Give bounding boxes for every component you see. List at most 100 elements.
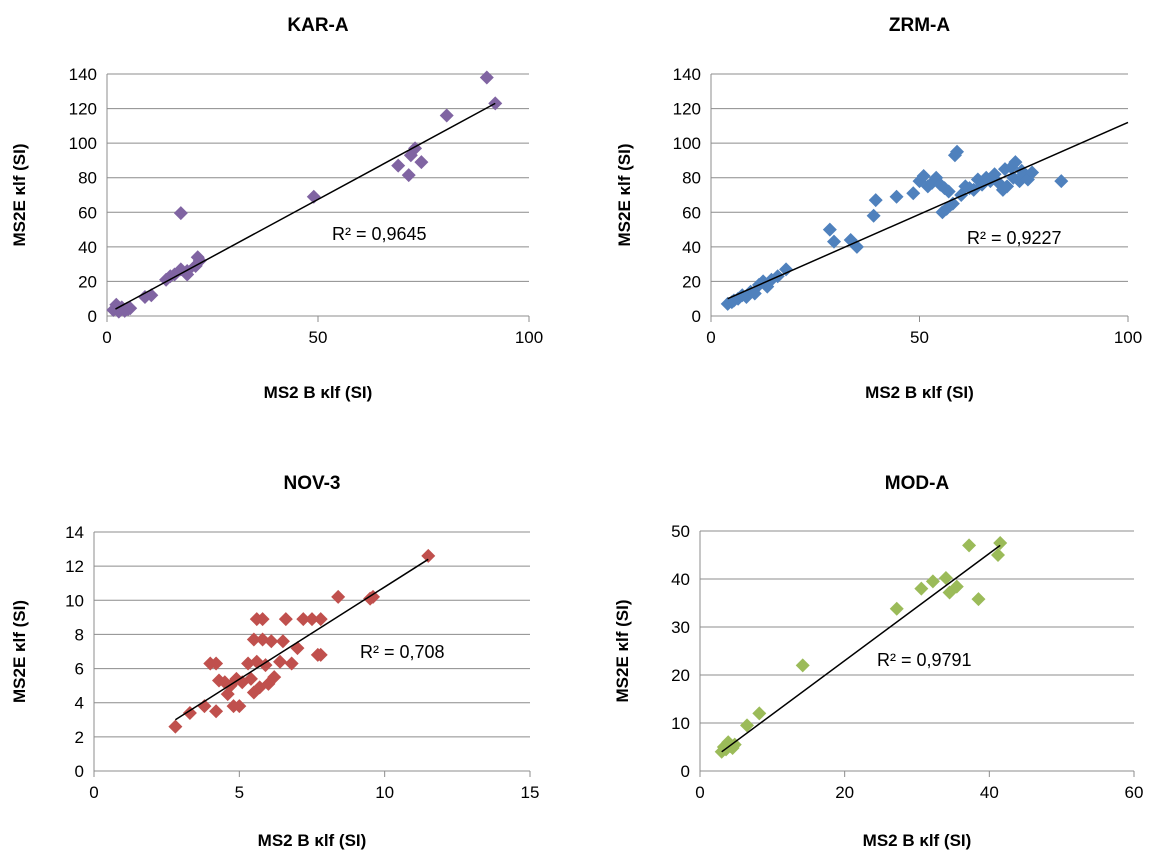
y-tick-label: 14: [65, 523, 84, 542]
data-point: [945, 196, 960, 211]
data-point: [243, 671, 258, 686]
y-tick-label: 0: [681, 762, 690, 781]
data-point: [827, 234, 842, 249]
y-axis-label: MS2E κlf (SI): [10, 144, 29, 247]
x-tick-label: 0: [102, 328, 111, 347]
data-point: [906, 186, 921, 201]
x-tick-label: 10: [375, 783, 394, 802]
data-point: [889, 189, 904, 204]
data-point: [439, 108, 454, 123]
data-point: [727, 737, 742, 752]
y-tick-label: 40: [682, 238, 701, 257]
x-tick-label: 0: [695, 783, 704, 802]
y-tick-label: 60: [682, 203, 701, 222]
data-point: [993, 536, 1008, 550]
data-point: [273, 654, 288, 669]
y-tick-label: 0: [88, 307, 97, 326]
data-point: [278, 612, 293, 627]
r-squared-label: R² = 0,9791: [877, 650, 972, 670]
y-tick-label: 0: [692, 307, 701, 326]
trendline: [174, 558, 429, 721]
y-tick-label: 140: [673, 65, 701, 84]
y-axis-label: MS2E κlf (SI): [10, 600, 29, 703]
x-tick-label: 100: [1114, 328, 1142, 347]
data-point: [949, 579, 964, 594]
data-point: [752, 706, 767, 721]
x-tick-label: 0: [706, 328, 715, 347]
r-squared-label: R² = 0,9645: [332, 224, 427, 244]
data-point: [822, 222, 837, 237]
data-point: [866, 208, 881, 223]
data-point: [313, 647, 328, 662]
chart-title: NOV-3: [283, 473, 340, 494]
data-point: [366, 589, 381, 604]
data-point: [421, 548, 436, 563]
y-tick-label: 6: [75, 660, 84, 679]
y-axis-label: MS2E κlf (SI): [613, 600, 632, 703]
y-tick-label: 80: [78, 169, 97, 188]
data-point: [255, 612, 270, 627]
data-point: [914, 581, 929, 596]
data-point: [209, 656, 224, 671]
x-tick-label: 5: [235, 783, 244, 802]
data-point: [296, 612, 311, 627]
data-point: [305, 612, 319, 627]
data-point: [925, 574, 940, 589]
chart-title: ZRM-A: [889, 15, 950, 36]
data-series: [106, 70, 503, 319]
data-point: [123, 301, 138, 316]
data-point: [1054, 174, 1069, 189]
chart-title: MOD-A: [885, 473, 950, 494]
x-tick-label: 40: [980, 783, 999, 802]
y-tick-label: 8: [75, 625, 84, 644]
data-point: [173, 206, 188, 221]
data-point: [971, 592, 986, 607]
y-tick-label: 140: [69, 65, 97, 84]
data-point: [331, 589, 346, 604]
data-point: [1008, 155, 1023, 170]
trendline: [727, 121, 1129, 300]
y-tick-label: 40: [78, 238, 97, 257]
y-tick-label: 10: [671, 714, 690, 733]
y-tick-label: 20: [78, 272, 97, 291]
data-point: [168, 719, 183, 734]
y-tick-label: 0: [75, 762, 84, 781]
data-point: [241, 656, 256, 671]
data-point: [962, 538, 977, 553]
chart-mod-a: MOD-A 0 10 20 30 40 50 0 20 40 60 MS2 B κlf (SI) MS2…: [613, 473, 1143, 850]
data-point: [938, 571, 953, 586]
data-point: [197, 699, 212, 714]
x-axis-label: MS2 B κlf (SI): [258, 831, 367, 850]
y-tick-label: 12: [65, 557, 84, 576]
data-point: [941, 184, 956, 199]
y-tick-label: 120: [69, 100, 97, 119]
y-tick-label: 80: [682, 169, 701, 188]
x-axis-label: MS2 B κlf (SI): [863, 831, 972, 850]
data-point: [950, 144, 965, 159]
y-tick-label: 2: [75, 728, 84, 747]
x-tick-label: 100: [515, 328, 543, 347]
chart-kar-a: KAR-A 0 20 40 60 80 100 120 140 0 50 100 MS2 B κlf (…: [10, 15, 543, 402]
chart-title: KAR-A: [287, 15, 348, 36]
data-point: [868, 193, 883, 208]
y-tick-label: 120: [673, 100, 701, 119]
data-point: [258, 658, 273, 673]
y-tick-label: 40: [671, 570, 690, 589]
y-tick-label: 30: [671, 618, 690, 637]
y-tick-label: 20: [682, 272, 701, 291]
x-tick-label: 0: [89, 783, 98, 802]
data-series: [168, 548, 436, 734]
data-point: [275, 634, 290, 649]
y-tick-label: 20: [671, 666, 690, 685]
data-point: [991, 548, 1006, 562]
data-point: [479, 70, 494, 85]
data-point: [916, 168, 931, 183]
x-tick-label: 15: [521, 783, 540, 802]
data-point: [209, 704, 224, 719]
y-tick-label: 4: [75, 694, 84, 713]
trendline: [721, 544, 1001, 753]
y-axis-label: MS2E κlf (SI): [615, 144, 634, 247]
data-point: [255, 632, 270, 647]
